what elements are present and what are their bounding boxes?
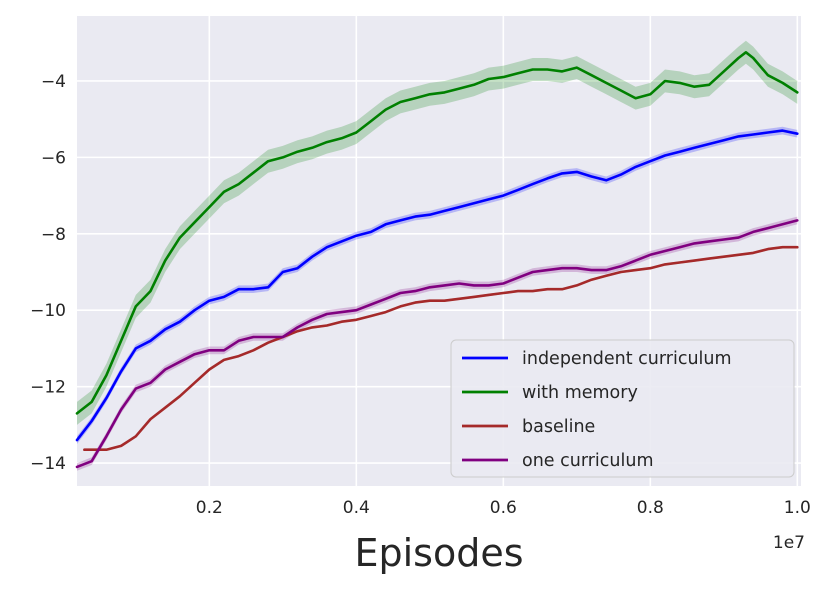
with-memory-band	[77, 40, 798, 425]
grid-lines	[77, 16, 801, 486]
x-tick-label: 0.6	[490, 498, 517, 518]
y-tick-label: −14	[30, 454, 66, 474]
x-tick-label: 1.0	[784, 498, 811, 518]
y-tick-labels: −14 −12 −10 −8 −6 −4	[30, 72, 66, 474]
x-tick-labels: 0.2 0.4 0.6 0.8 1.0	[196, 498, 811, 518]
legend: independent curriculum with memory baselin…	[450, 339, 795, 478]
x-axis-label: Episodes	[354, 531, 523, 575]
x-tick-label: 0.4	[343, 498, 370, 518]
y-tick-label: −12	[30, 378, 66, 398]
legend-label-baseline: baseline	[522, 417, 595, 437]
independent-curriculum-line	[75, 129, 799, 442]
y-tick-label: −4	[41, 72, 66, 92]
x-axis-offset-label: 1e7	[773, 533, 805, 553]
legend-label-one-curriculum: one curriculum	[522, 451, 654, 471]
legend-box	[450, 339, 795, 478]
y-tick-label: −8	[41, 225, 66, 245]
one-curriculum-line	[75, 219, 799, 469]
x-tick-label: 0.8	[637, 498, 664, 518]
baseline-line	[83, 245, 799, 452]
one-curriculum-band	[77, 216, 798, 471]
x-tick-label: 0.2	[196, 498, 223, 518]
y-tick-label: −10	[30, 301, 66, 321]
legend-label-with-memory: with memory	[522, 383, 638, 403]
y-tick-label: −6	[41, 148, 66, 168]
series-lines	[75, 50, 799, 469]
confidence-bands	[77, 40, 798, 471]
with-memory-line	[75, 50, 799, 415]
legend-label-independent-curriculum: independent curriculum	[522, 349, 732, 369]
